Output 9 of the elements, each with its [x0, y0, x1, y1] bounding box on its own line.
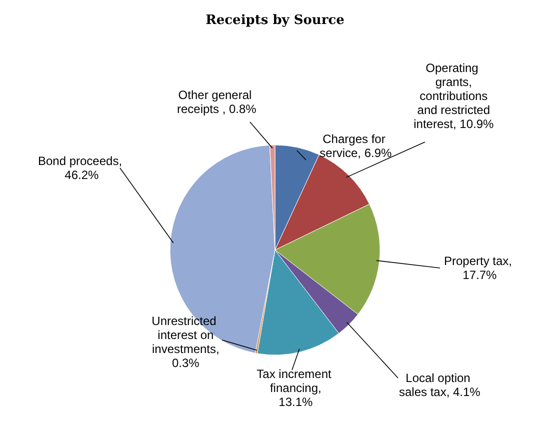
slice-label: Other general receipts , 0.8% — [174, 88, 257, 116]
slice-label: Local option sales tax, 4.1% — [396, 371, 481, 399]
slice-label: Unrestricted interest on investments, 0.3% — [148, 314, 220, 370]
slice-label: Tax increment financing, 13.1% — [256, 367, 332, 409]
slice-label: Bond proceeds, 46.2% — [38, 154, 122, 182]
slice-label: Charges for service, 6.9% — [316, 132, 392, 160]
chart-title: Receipts by Source — [206, 13, 344, 28]
slice-label: Property tax, 17.7% — [444, 254, 512, 282]
slice-label: Operating grants, contributions and restricted interest, 10.9% — [410, 61, 494, 131]
